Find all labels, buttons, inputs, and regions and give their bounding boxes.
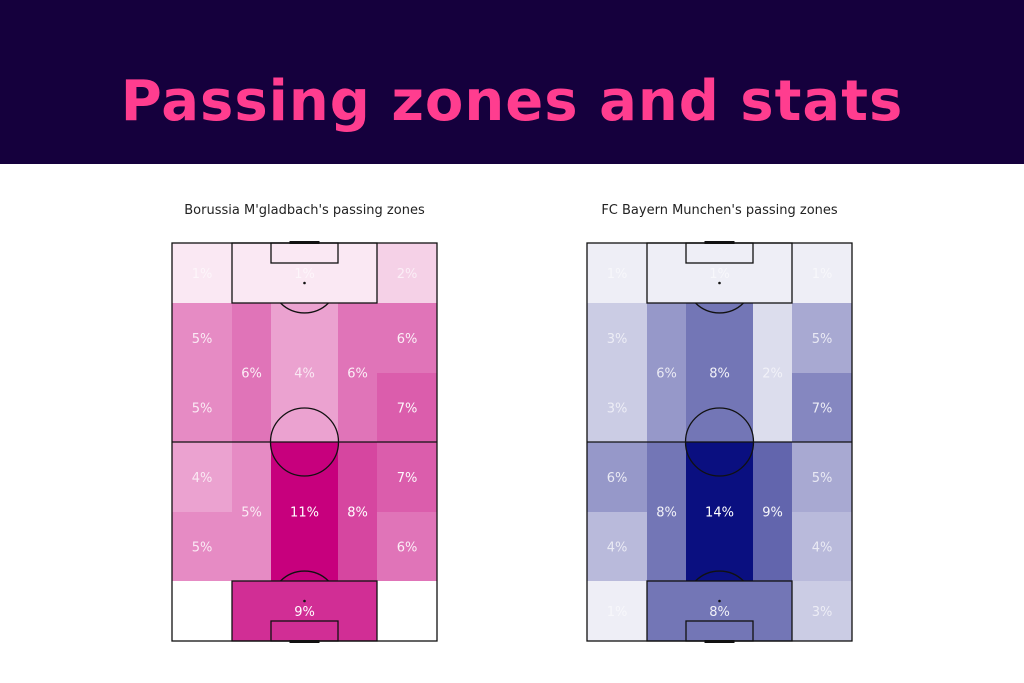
- zone-cell-right-att-upper: [377, 303, 437, 373]
- zone-cell-left-att-lower: [172, 373, 232, 442]
- zone-label-left-own: 0%: [192, 605, 213, 620]
- zone-label-halfspace-left-att: 6%: [241, 367, 262, 382]
- zone-label-centre-def: 14%: [705, 506, 734, 521]
- zone-label-box-final: 1%: [709, 267, 730, 282]
- zone-cell-left-def-upper: [172, 442, 232, 512]
- zone-label-right-def-lower: 6%: [397, 541, 418, 556]
- zone-label-right-own: 0%: [397, 605, 418, 620]
- zone-cell-box-own: [647, 581, 792, 641]
- zone-label-left-def-upper: 4%: [192, 471, 213, 486]
- zone-label-left-def-upper: 6%: [607, 471, 628, 486]
- zone-label-box-own: 8%: [709, 605, 730, 620]
- zone-cell-right-own: [792, 581, 852, 641]
- zone-label-left-final: 1%: [607, 267, 628, 282]
- zone-cell-left-final: [172, 243, 232, 303]
- zone-label-left-att-lower: 3%: [607, 402, 628, 417]
- passing-zones-charts: Borussia M'gladbach's passing zones 1% 1% 2…: [171, 203, 853, 643]
- zone-cell-right-final: [377, 243, 437, 303]
- zone-label-centre-att: 4%: [294, 367, 315, 382]
- zone-label-right-att-upper: 5%: [812, 332, 833, 347]
- zone-cell-right-own: [377, 581, 437, 641]
- zone-cell-left-final: [587, 243, 647, 303]
- zone-cell-right-def-lower: [792, 512, 852, 581]
- zone-cell-left-def-lower: [587, 512, 647, 581]
- zone-label-halfspace-right-att: 6%: [347, 367, 368, 382]
- zone-cell-box-final: [647, 243, 792, 303]
- zone-label-left-def-lower: 5%: [192, 541, 213, 556]
- zone-label-halfspace-right-att: 2%: [762, 367, 783, 382]
- zone-cell-left-own: [172, 581, 232, 641]
- zone-cell-left-def-upper: [587, 442, 647, 512]
- zone-label-right-att-lower: 7%: [812, 402, 833, 417]
- zone-cell-halfspace-left-def: [232, 442, 271, 581]
- zone-cell-right-att-lower: [377, 373, 437, 442]
- page-title: Passing zones and stats: [120, 69, 904, 134]
- zone-label-right-def-upper: 7%: [397, 471, 418, 486]
- zone-label-left-att-upper: 5%: [192, 332, 213, 347]
- zone-label-left-own: 1%: [607, 605, 628, 620]
- zone-label-centre-att: 8%: [709, 367, 730, 382]
- zone-cell-left-att-upper: [172, 303, 232, 373]
- zone-cell-right-final: [792, 243, 852, 303]
- zone-cell-centre-def: [271, 442, 338, 581]
- zone-label-box-final: 1%: [294, 267, 315, 282]
- zone-label-right-def-upper: 5%: [812, 471, 833, 486]
- zone-label-halfspace-right-def: 8%: [347, 506, 368, 521]
- zone-cell-left-own: [587, 581, 647, 641]
- zone-cell-right-def-lower: [377, 512, 437, 581]
- chart-title: FC Bayern Munchen's passing zones: [601, 203, 838, 218]
- pitch-lines: [586, 241, 853, 643]
- chart-title: Borussia M'gladbach's passing zones: [184, 203, 425, 218]
- zone-label-left-final: 1%: [192, 267, 213, 282]
- zone-label-right-def-lower: 4%: [812, 541, 833, 556]
- zone-cell-box-final: [232, 243, 377, 303]
- zone-label-box-own: 9%: [294, 605, 315, 620]
- zone-cell-centre-att: [271, 303, 338, 442]
- zone-label-halfspace-left-def: 5%: [241, 506, 262, 521]
- zone-cell-right-att-upper: [792, 303, 852, 373]
- zone-label-right-att-upper: 6%: [397, 332, 418, 347]
- zone-cell-left-att-upper: [587, 303, 647, 373]
- zone-cell-centre-att: [686, 303, 753, 442]
- zone-label-halfspace-left-att: 6%: [656, 367, 677, 382]
- zone-label-right-own: 3%: [812, 605, 833, 620]
- pitch-lines: [171, 241, 438, 643]
- zone-label-right-final: 1%: [812, 267, 833, 282]
- zone-label-left-att-lower: 5%: [192, 402, 213, 417]
- zone-cell-centre-def: [686, 442, 753, 581]
- zone-label-halfspace-right-def: 9%: [762, 506, 783, 521]
- zone-cell-right-def-upper: [792, 442, 852, 512]
- zone-cell-box-own: [232, 581, 377, 641]
- zone-label-right-final: 2%: [397, 267, 418, 282]
- zone-cell-halfspace-right-att: [338, 303, 377, 442]
- header-banner: Passing zones and stats: [0, 0, 1024, 164]
- away-passing-zones-chart: FC Bayern Munchen's passing zones 1% 1% 1% 3…: [586, 203, 853, 643]
- zone-label-centre-def: 11%: [290, 506, 319, 521]
- zone-cell-halfspace-left-att: [647, 303, 686, 442]
- home-passing-zones-chart: Borussia M'gladbach's passing zones 1% 1% 2…: [171, 203, 438, 643]
- zone-cell-left-def-lower: [172, 512, 232, 581]
- zone-cell-left-att-lower: [587, 373, 647, 442]
- zone-cell-halfspace-right-def: [753, 442, 792, 581]
- zone-cell-right-att-lower: [792, 373, 852, 442]
- zone-label-right-att-lower: 7%: [397, 402, 418, 417]
- zone-label-left-att-upper: 3%: [607, 332, 628, 347]
- zone-label-left-def-lower: 4%: [607, 541, 628, 556]
- zone-label-halfspace-left-def: 8%: [656, 506, 677, 521]
- zone-cell-right-def-upper: [377, 442, 437, 512]
- zone-cell-halfspace-left-def: [647, 442, 686, 581]
- zone-cell-halfspace-right-def: [338, 442, 377, 581]
- zone-cell-halfspace-left-att: [232, 303, 271, 442]
- zone-cell-halfspace-right-att: [753, 303, 792, 442]
